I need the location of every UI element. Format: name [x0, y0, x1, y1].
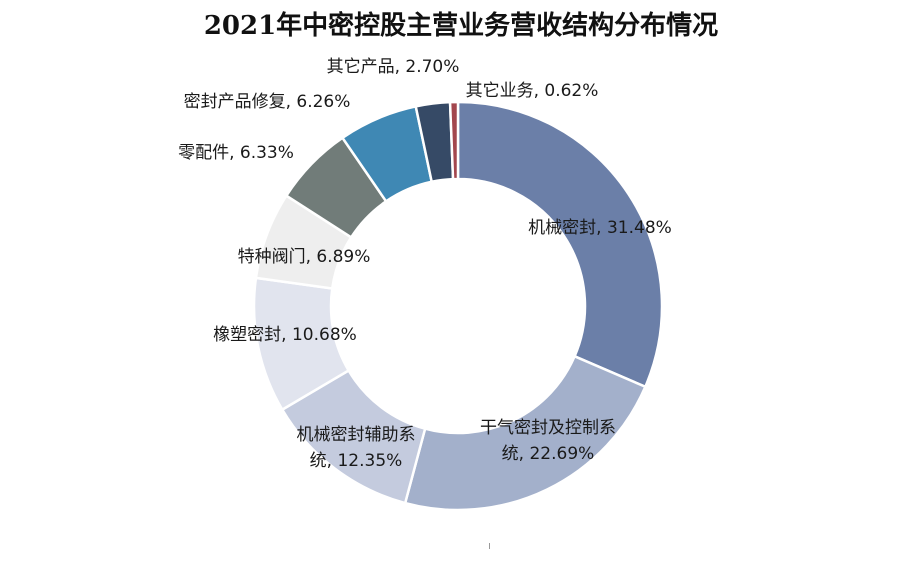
data-label-line: 零配件, 6.33%	[178, 143, 294, 163]
donut-slice-9	[448, 100, 460, 181]
chart-title: 2021年中密控股主营业务营收结构分布情况	[203, 11, 719, 41]
data-label-1: 机械密封, 31.48%	[528, 218, 672, 238]
data-label-2: 干气密封及控制系统, 22.69%	[480, 418, 616, 464]
divider-tick	[489, 543, 490, 549]
data-label-line: 统, 22.69%	[502, 444, 595, 464]
donut-slice-2	[403, 354, 647, 512]
data-label-4: 橡塑密封, 10.68%	[213, 325, 357, 345]
data-label-line: 橡塑密封, 10.68%	[213, 325, 357, 345]
data-label-line: 其它业务, 0.62%	[466, 81, 599, 101]
data-label-7: 密封产品修复, 6.26%	[184, 92, 351, 112]
donut-slices	[252, 100, 664, 512]
data-label-5: 特种阀门, 6.89%	[238, 247, 371, 267]
data-labels: 机械密封, 31.48% 干气密封及控制系统, 22.69% 机械密封辅助系统, 1…	[178, 57, 672, 471]
data-label-line: 其它产品, 2.70%	[327, 57, 460, 77]
data-label-8: 其它产品, 2.70%	[327, 57, 460, 77]
data-label-9: 其它业务, 0.62%	[466, 81, 599, 101]
data-label-line: 统, 12.35%	[310, 451, 403, 471]
donut-slice-1	[456, 100, 664, 389]
data-label-3: 机械密封辅助系统, 12.35%	[297, 425, 416, 471]
data-label-line: 干气密封及控制系	[480, 418, 616, 438]
data-label-6: 零配件, 6.33%	[178, 143, 294, 163]
data-label-line: 密封产品修复, 6.26%	[184, 92, 351, 112]
data-label-line: 特种阀门, 6.89%	[238, 247, 371, 267]
data-label-line: 机械密封, 31.48%	[528, 218, 672, 238]
data-label-line: 机械密封辅助系	[297, 425, 416, 445]
